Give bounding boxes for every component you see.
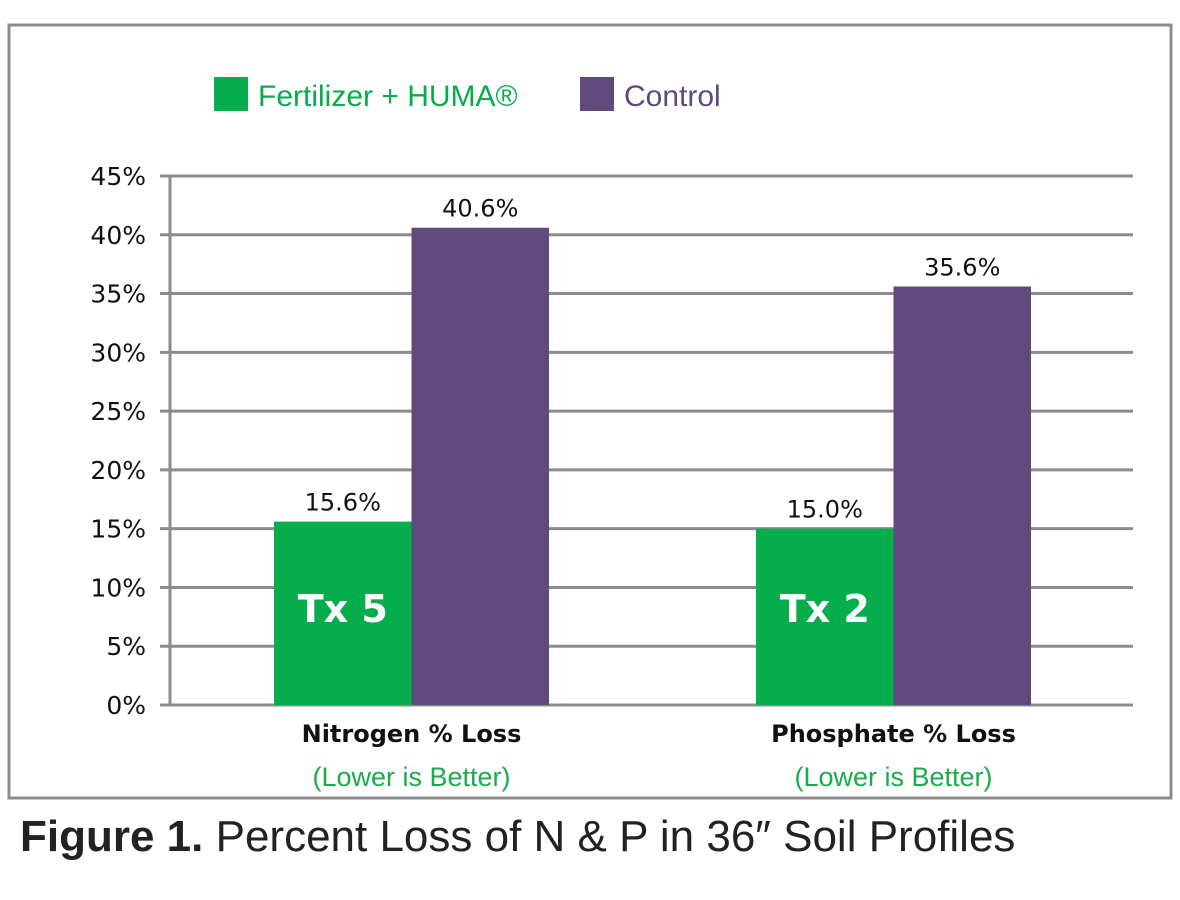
- bar-control: [411, 227, 549, 706]
- y-tick-label: 35%: [90, 280, 146, 309]
- bar-fertilizer-huma: [274, 521, 412, 705]
- y-tick-label: 25%: [90, 397, 146, 426]
- y-tick-label: 10%: [90, 573, 146, 602]
- y-tick-label: 20%: [90, 456, 146, 485]
- data-label: 15.6%: [305, 489, 381, 517]
- y-tick-label: 5%: [106, 632, 146, 661]
- legend-label: Control: [624, 80, 721, 113]
- x-category-label: Nitrogen % Loss: [302, 720, 522, 748]
- legend-swatch: [214, 77, 248, 111]
- bar-fertilizer-huma: [756, 528, 894, 705]
- y-axis: 0% 5% 10% 15% 20% 25% 30% 35% 40% 45%: [90, 162, 1133, 720]
- y-tick-label: 30%: [90, 338, 146, 367]
- data-label: 15.0%: [787, 496, 863, 524]
- legend-swatch: [580, 77, 614, 111]
- bar-tag: Tx 5: [298, 587, 388, 631]
- x-axis-labels: Nitrogen % Loss (Lower is Better) Phosphat…: [302, 720, 1016, 792]
- legend: Fertilizer + HUMA® Control: [214, 77, 721, 113]
- y-tick-label: 0%: [106, 691, 146, 720]
- data-label: 40.6%: [442, 195, 518, 223]
- x-category-sublabel: (Lower is Better): [794, 762, 992, 792]
- x-category-sublabel: (Lower is Better): [312, 762, 510, 792]
- y-tick-label: 15%: [90, 515, 146, 544]
- bar-control: [893, 286, 1031, 705]
- y-tick-label: 40%: [90, 221, 146, 250]
- chart-frame: [7, 23, 1173, 800]
- caption-text: Percent Loss of N & P in 36″ Soil Profil…: [203, 812, 1016, 861]
- figure-caption: Figure 1. Percent Loss of N & P in 36″ S…: [20, 812, 1015, 862]
- y-tick-label: 45%: [90, 162, 146, 191]
- data-label: 35.6%: [924, 254, 1000, 282]
- bars: 15.6% Tx 5 40.6% 15.0% Tx 2 35.6%: [274, 195, 1031, 706]
- bar-tag: Tx 2: [780, 587, 870, 631]
- x-category-label: Phosphate % Loss: [771, 720, 1016, 748]
- legend-label: Fertilizer + HUMA®: [258, 80, 518, 113]
- caption-prefix: Figure 1.: [20, 812, 204, 861]
